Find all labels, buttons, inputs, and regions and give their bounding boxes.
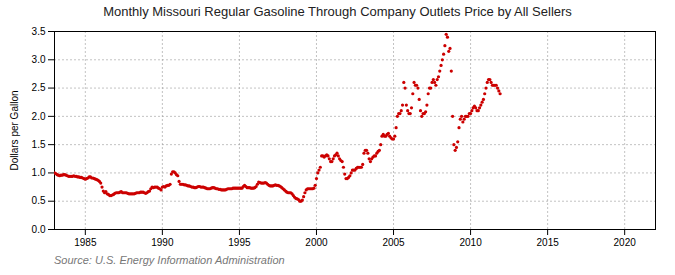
svg-text:2015: 2015	[537, 237, 560, 248]
svg-text:1.5: 1.5	[32, 139, 46, 150]
svg-text:2010: 2010	[459, 237, 482, 248]
svg-text:2020: 2020	[614, 237, 637, 248]
svg-text:2000: 2000	[305, 237, 328, 248]
svg-text:1990: 1990	[151, 237, 174, 248]
svg-text:2005: 2005	[382, 237, 405, 248]
html-text:Source: U.S. Energy Informatio: Source: U.S. Energy Information Administ…	[54, 254, 285, 266]
svg-text:2.0: 2.0	[32, 111, 46, 122]
svg-text:3.5: 3.5	[32, 26, 46, 37]
svg-text:0.5: 0.5	[32, 195, 46, 206]
svg-text:1.0: 1.0	[32, 167, 46, 178]
svg-text:2.5: 2.5	[32, 82, 46, 93]
svg-text:1995: 1995	[228, 237, 251, 248]
svg-text:1985: 1985	[74, 237, 97, 248]
html-text:Monthly Missouri Regular Gasol: Monthly Missouri Regular Gasoline Throug…	[103, 4, 572, 19]
svg-text:3.0: 3.0	[32, 54, 46, 65]
svg-text:0.0: 0.0	[32, 224, 46, 235]
svg-text:Dollars per Gallon: Dollars per Gallon	[9, 90, 20, 170]
